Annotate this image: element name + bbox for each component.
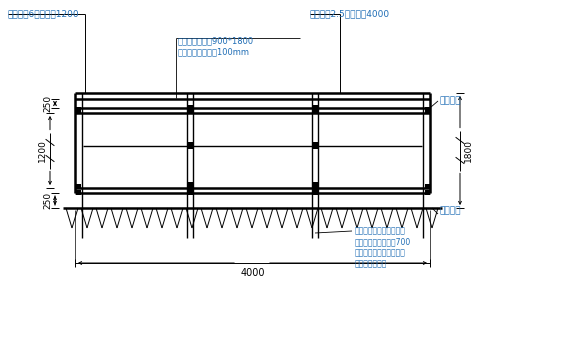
Bar (76, 184, 81, 189)
Text: 证鈢管纵向一线: 证鈢管纵向一线 (355, 259, 387, 268)
Text: 1800: 1800 (464, 139, 473, 162)
Text: 固，外置长度不小于700: 固，外置长度不小于700 (355, 237, 411, 246)
Bar (425, 190, 430, 195)
Bar (312, 188, 319, 195)
Bar (76, 107, 81, 114)
Bar (187, 105, 194, 114)
Text: 短鈢管打入土中，保证牢: 短鈢管打入土中，保证牢 (355, 226, 406, 235)
Bar (76, 190, 81, 195)
Text: 1200: 1200 (38, 139, 47, 162)
Text: 4000: 4000 (240, 268, 265, 278)
Text: 建设鈢管时必须拉线，保: 建设鈢管时必须拉线，保 (355, 248, 406, 257)
Text: 鈢管，长6米，间距1200: 鈢管，长6米，间距1200 (8, 9, 80, 18)
Bar (187, 142, 194, 149)
Text: 天蓝色彩鈢板，900*1800: 天蓝色彩鈢板，900*1800 (178, 36, 254, 45)
Bar (425, 107, 430, 114)
Bar (187, 188, 194, 195)
Text: 鈢管，长2.5米，间距4000: 鈢管，长2.5米，间距4000 (310, 9, 390, 18)
Bar (312, 182, 319, 189)
Text: 250: 250 (43, 95, 52, 112)
Bar (312, 105, 319, 114)
Bar (425, 184, 430, 189)
Text: 250: 250 (43, 192, 52, 209)
Text: 自然土面: 自然土面 (440, 207, 462, 216)
Text: 水平鈢管: 水平鈢管 (440, 97, 462, 105)
Text: 彩鈢板搭接不少于100mm: 彩鈢板搭接不少于100mm (178, 47, 250, 56)
Bar (187, 182, 194, 189)
Bar (312, 142, 319, 149)
